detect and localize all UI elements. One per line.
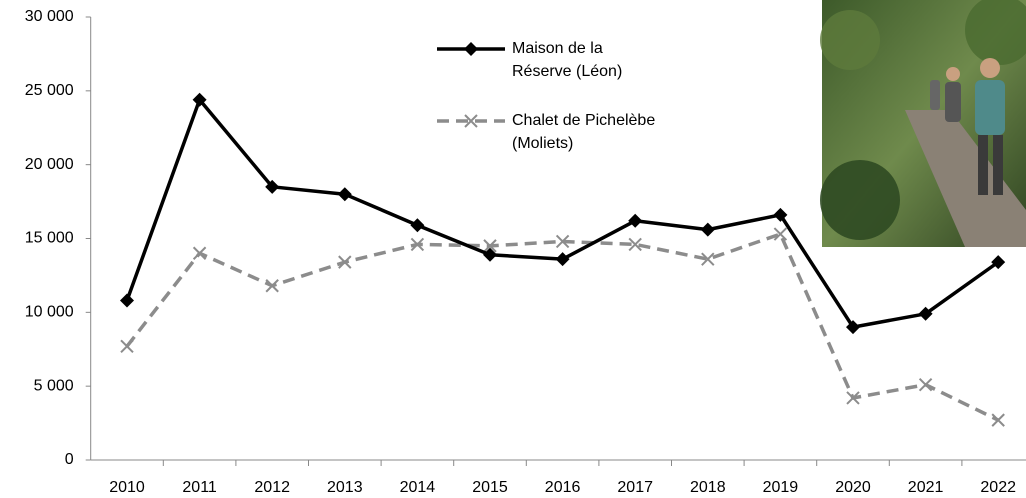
x-tick-label: 2012	[254, 479, 290, 496]
y-tick-label: 15 000	[25, 230, 74, 247]
y-tick-label: 30 000	[25, 8, 74, 25]
marker	[701, 223, 715, 237]
x-tick-label: 2015	[472, 479, 508, 496]
x-tick-label: 2014	[400, 479, 436, 496]
y-tick-label: 0	[65, 451, 74, 468]
chart: 0 5 000 10 000 15 000 20 000 25 000 30 000 2010…	[0, 0, 1026, 498]
marker	[992, 414, 1004, 426]
marker	[120, 294, 134, 308]
marker	[628, 214, 642, 228]
x-tick-label: 2019	[763, 479, 799, 496]
legend-label: Maison de la Réserve (Léon)	[512, 37, 662, 83]
x-tick-label: 2018	[690, 479, 726, 496]
x-tick-label: 2022	[980, 479, 1016, 496]
x-tick-label: 2016	[545, 479, 581, 496]
x-tick-label: 2010	[109, 479, 145, 496]
y-tick-label: 10 000	[25, 304, 74, 321]
y-tick-label: 20 000	[25, 156, 74, 173]
legend-marker	[464, 42, 478, 56]
x-tick-label: 2020	[835, 479, 871, 496]
legend-label: Chalet de Pichelèbe (Moliets)	[512, 109, 662, 155]
marker	[920, 379, 932, 391]
marker	[410, 218, 424, 232]
x-tick-label: 2011	[182, 479, 217, 496]
y-tick-label: 5 000	[34, 377, 74, 394]
x-tick-label: 2021	[908, 479, 944, 496]
x-tick-label: 2017	[617, 479, 653, 496]
y-tick-label: 25 000	[25, 82, 74, 99]
marker	[556, 252, 570, 266]
x-tick-label: 2013	[327, 479, 363, 496]
marker	[338, 187, 352, 201]
marker	[121, 340, 133, 352]
